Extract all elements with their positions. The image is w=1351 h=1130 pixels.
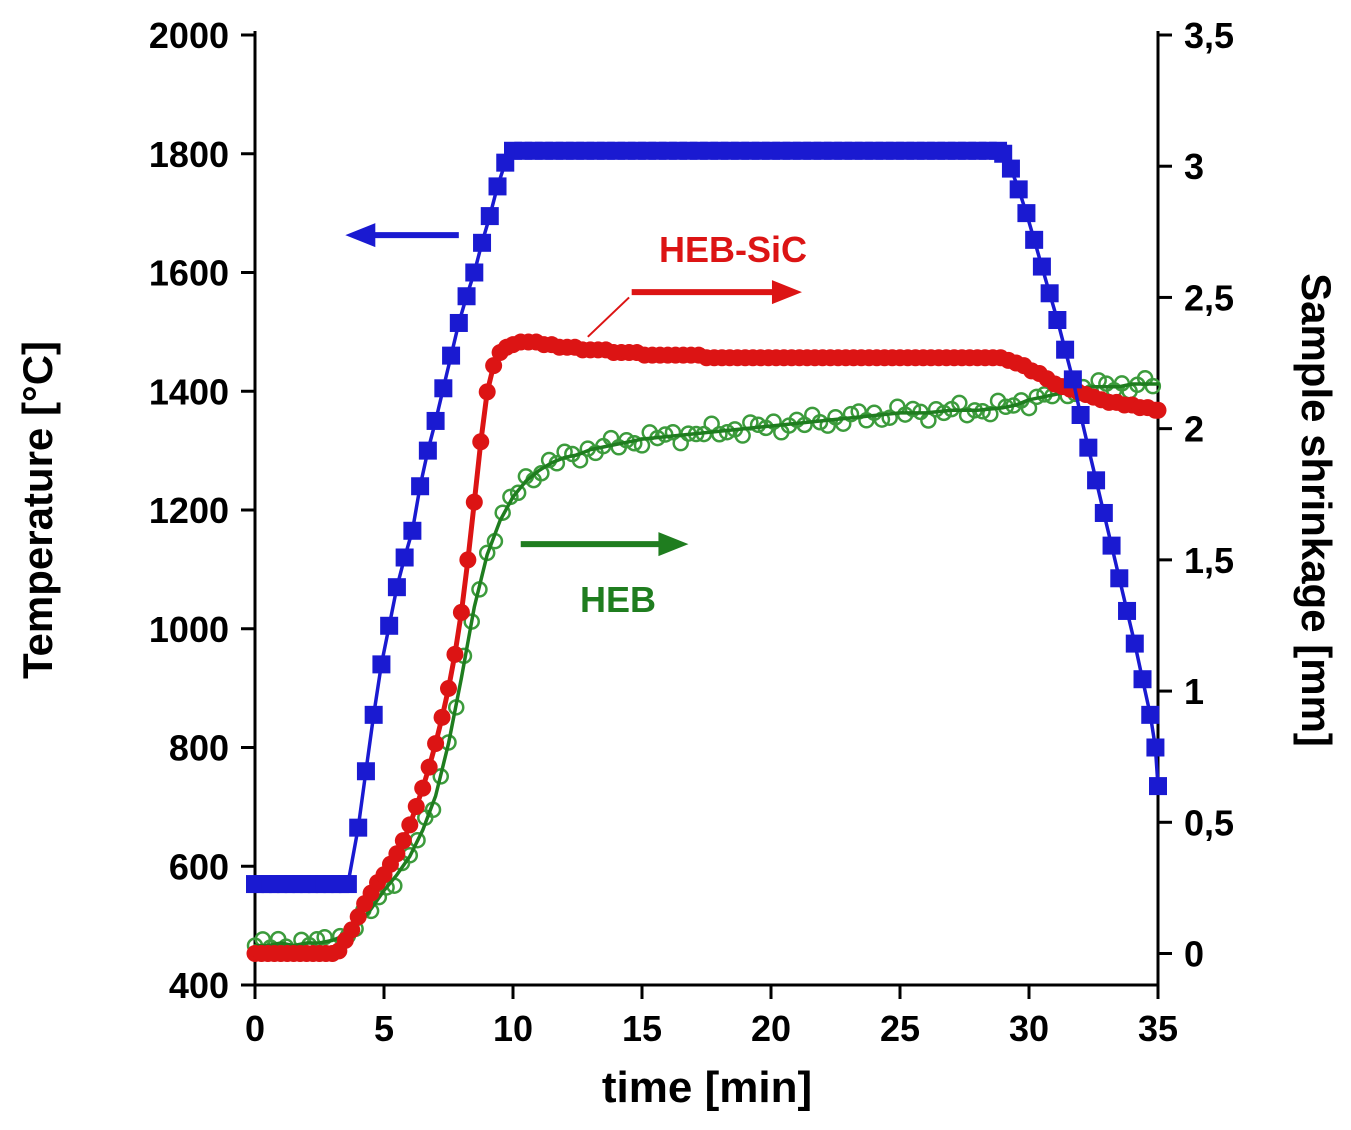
svg-text:15: 15 [622,1008,662,1049]
svg-text:20: 20 [751,1008,791,1049]
svg-text:800: 800 [169,728,229,769]
right-axis-title: Sample shrinkage [mm] [1293,273,1340,747]
svg-text:25: 25 [880,1008,920,1049]
plot-dynamic-content: 400 600 800 1000 1200 1400 1600 1800 2000 0 0,5 1 1,… [149,15,1234,1049]
svg-text:0: 0 [245,1008,265,1049]
svg-text:5: 5 [374,1008,394,1049]
svg-text:1200: 1200 [149,490,229,531]
svg-text:30: 30 [1009,1008,1049,1049]
svg-text:1600: 1600 [149,253,229,294]
svg-text:3,5: 3,5 [1184,15,1234,56]
svg-text:3: 3 [1184,146,1204,187]
svg-text:35: 35 [1138,1008,1178,1049]
svg-text:0,5: 0,5 [1184,802,1234,843]
svg-text:1800: 1800 [149,134,229,175]
svg-text:0: 0 [1184,934,1204,975]
heb-label: HEB [580,579,656,620]
svg-text:2: 2 [1184,409,1204,450]
x-axis-title: time [min] [602,1063,812,1112]
svg-text:2,5: 2,5 [1184,277,1234,318]
svg-text:1000: 1000 [149,609,229,650]
svg-text:1,5: 1,5 [1184,540,1234,581]
svg-text:1: 1 [1184,671,1204,712]
left-axis-title: Temperature [°C] [14,341,61,679]
svg-text:400: 400 [169,965,229,1006]
svg-text:2000: 2000 [149,15,229,56]
svg-text:10: 10 [493,1008,533,1049]
svg-text:600: 600 [169,846,229,887]
svg-text:1400: 1400 [149,371,229,412]
heb-sic-label: HEB-SiC [659,229,807,270]
